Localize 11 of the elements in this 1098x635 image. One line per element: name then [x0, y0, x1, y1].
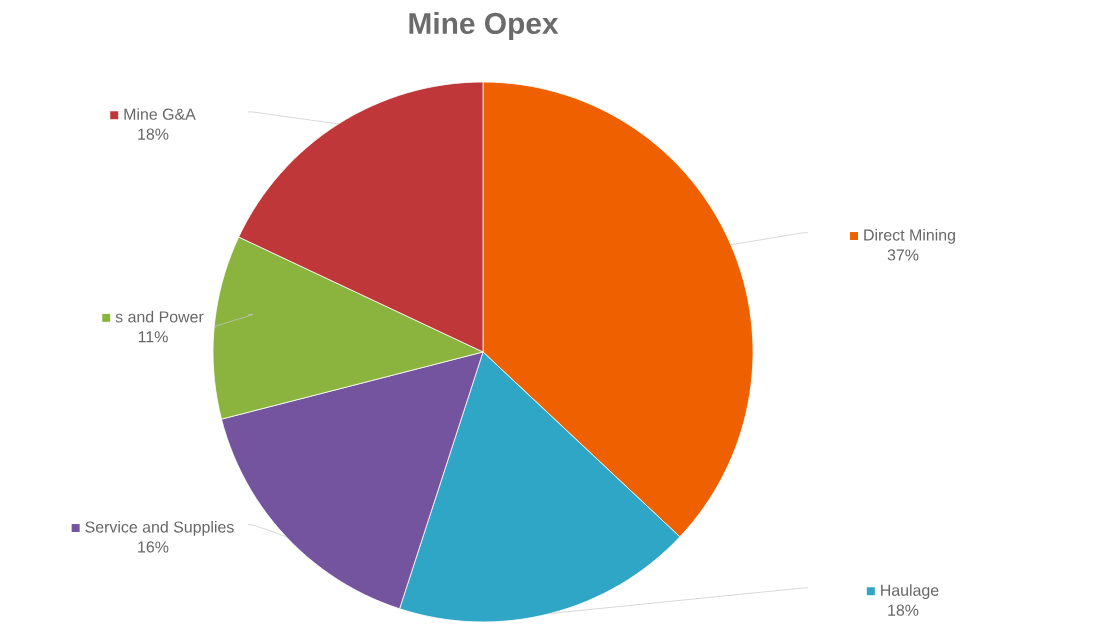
- data-label: 37%: [887, 249, 919, 261]
- legend-label: Service and Supplies: [85, 520, 234, 536]
- legend-label: Haulage: [881, 584, 939, 600]
- legend-label: Direct Mining: [864, 228, 955, 244]
- chart-title: Mine Opex: [409, 12, 559, 40]
- data-label: 18%: [888, 604, 919, 616]
- data-label: 16%: [138, 541, 169, 553]
- data-label: 11%: [138, 331, 168, 343]
- legend-label: s and Power: [115, 310, 204, 323]
- data-label: 18%: [138, 128, 169, 140]
- legend-label: Mine G&A: [124, 108, 196, 120]
